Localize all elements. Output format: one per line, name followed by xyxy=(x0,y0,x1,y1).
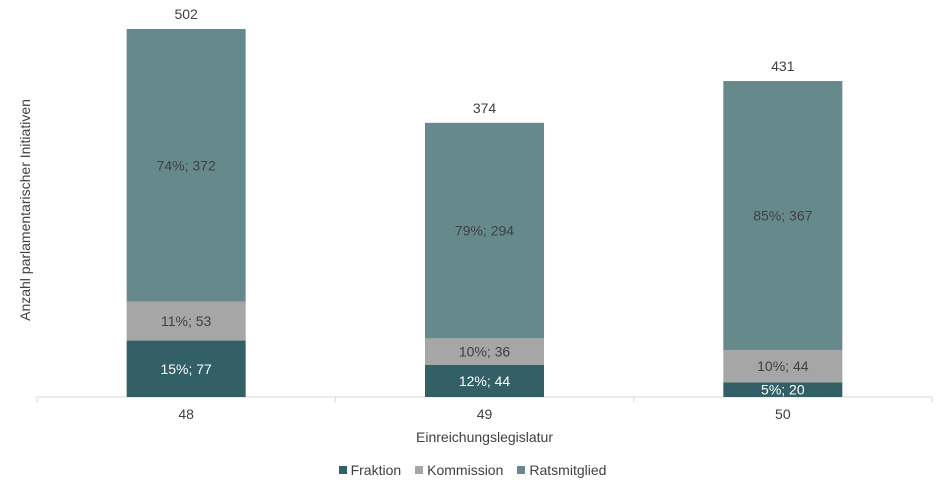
bar-segment-kommission-50 xyxy=(723,350,843,383)
data-label-ratsmitglied-50: 85%; 367 xyxy=(753,208,812,224)
total-label-49: 374 xyxy=(473,100,497,116)
bar-segment-fraktion-50 xyxy=(723,382,843,397)
legend-swatch-fraktion xyxy=(338,466,347,474)
y-axis-title: Anzahl parlamentarischer Initiativen xyxy=(17,99,33,321)
bar-segment-kommission-48 xyxy=(126,301,246,341)
x-axis-title: Einreichungslegislatur xyxy=(416,429,553,445)
x-tick-label-50: 50 xyxy=(775,406,791,422)
data-label-kommission-48: 11%; 53 xyxy=(161,313,212,329)
legend-label-kommission: Kommission xyxy=(427,462,504,478)
bar-segment-ratsmitglied-50 xyxy=(723,81,843,351)
bar-segment-fraktion-49 xyxy=(425,364,544,397)
x-tick-label-48: 48 xyxy=(178,406,194,422)
data-label-fraktion-48: 15%; 77 xyxy=(160,361,212,377)
bar-segment-kommission-49 xyxy=(425,338,544,365)
x-tick-label-49: 49 xyxy=(477,406,493,422)
legend-swatch-ratsmitglied xyxy=(517,466,526,474)
bar-segment-ratsmitglied-48 xyxy=(126,29,246,302)
total-label-48: 502 xyxy=(174,6,198,22)
data-label-ratsmitglied-48: 74%; 372 xyxy=(157,157,216,173)
legend-swatch-kommission xyxy=(415,466,424,474)
legend-item-fraktion: Fraktion xyxy=(338,462,402,478)
data-label-fraktion-50: 5%; 20 xyxy=(761,382,805,398)
bar-segment-ratsmitglied-49 xyxy=(425,122,544,339)
data-label-ratsmitglied-49: 79%; 294 xyxy=(455,223,514,239)
bar-segment-fraktion-48 xyxy=(126,340,246,397)
legend-label-ratsmitglied: Ratsmitglied xyxy=(529,462,607,478)
data-label-fraktion-49: 12%; 44 xyxy=(459,373,511,389)
legend: Fraktion Kommission Ratsmitglied xyxy=(0,462,945,478)
legend-item-kommission: Kommission xyxy=(415,462,503,478)
data-label-kommission-49: 10%; 36 xyxy=(459,344,511,360)
legend-item-ratsmitglied: Ratsmitglied xyxy=(517,462,606,478)
legend-label-fraktion: Fraktion xyxy=(350,462,402,478)
total-label-50: 431 xyxy=(771,58,795,74)
data-label-kommission-50: 10%; 44 xyxy=(757,358,809,374)
